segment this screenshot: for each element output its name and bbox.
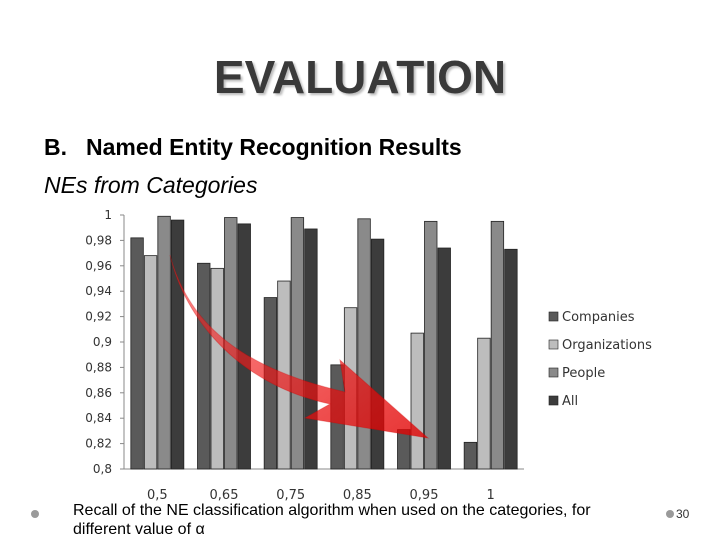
y-tick-label: 0,9 <box>93 335 112 349</box>
bar-organizations-1 <box>210 267 224 470</box>
bar-all-2 <box>304 228 318 470</box>
legend: Companies Organizations People All <box>548 310 652 409</box>
page-number: 30 <box>676 507 690 521</box>
legend-label-all: All <box>562 394 578 409</box>
y-tick-label: 0,86 <box>85 386 112 400</box>
bar-all-3 <box>370 238 385 470</box>
y-tick-label: 0,96 <box>85 259 112 273</box>
caption-bullet <box>31 510 39 518</box>
bar-people-3 <box>357 218 371 470</box>
x-tick-label: 0,95 <box>410 488 439 503</box>
bar-companies-1 <box>197 262 211 470</box>
section-number: B. <box>44 134 67 160</box>
bar-people-4 <box>424 220 438 470</box>
bar-companies-0 <box>130 237 144 470</box>
bar-people-0 <box>157 215 171 470</box>
plot-area: 0,8 0,82 0,84 0,86 0,88 0,9 0,92 0,94 0,96 0,98 1 0… <box>85 208 524 503</box>
section-heading: B. Named Entity Recognition Results <box>44 134 462 161</box>
legend-swatch-people <box>548 367 559 378</box>
legend-swatch-companies <box>548 311 559 322</box>
y-tick-label: 0,8 <box>93 462 112 476</box>
y-tick-label: 0,98 <box>85 233 112 247</box>
y-tick-label: 0,88 <box>85 360 112 374</box>
legend-swatch-organizations <box>548 339 559 350</box>
section-heading-text: Named Entity Recognition Results <box>86 134 462 160</box>
legend-label-organizations: Organizations <box>562 338 652 353</box>
bar-companies-4 <box>397 429 411 470</box>
bar-organizations-0 <box>143 255 158 470</box>
x-tick-label: 0,75 <box>276 488 305 503</box>
trend-arrow <box>169 254 430 439</box>
chart-caption: Recall of the NE classification algorith… <box>73 502 591 538</box>
slide-title: EVALUATION <box>213 51 507 103</box>
page-number-bullet <box>666 510 674 518</box>
x-tick-label: 1 <box>487 488 495 503</box>
bar-all-1 <box>237 223 251 470</box>
bar-organizations-5 <box>477 337 491 470</box>
x-tick-label: 0,65 <box>210 488 239 503</box>
section-subheading: NEs from Categories <box>44 172 258 198</box>
legend-label-people: People <box>562 366 605 381</box>
legend-label-companies: Companies <box>562 310 635 325</box>
bar-all-0 <box>170 219 185 470</box>
y-tick-label: 0,84 <box>85 411 112 425</box>
bar-all-5 <box>504 248 518 470</box>
bar-all-4 <box>437 247 451 470</box>
y-tick-label: 0,82 <box>85 437 112 451</box>
bar-companies-5 <box>463 441 478 470</box>
y-tick-label: 0,92 <box>85 310 112 324</box>
y-tick-label: 1 <box>104 208 112 222</box>
legend-swatch-all <box>548 395 559 406</box>
bar-people-5 <box>490 220 505 470</box>
y-tick-label: 0,94 <box>85 284 112 298</box>
x-tick-label: 0,85 <box>343 488 372 503</box>
bar-organizations-4 <box>410 332 424 470</box>
x-tick-label: 0,5 <box>147 488 168 503</box>
bar-people-2 <box>290 217 305 470</box>
